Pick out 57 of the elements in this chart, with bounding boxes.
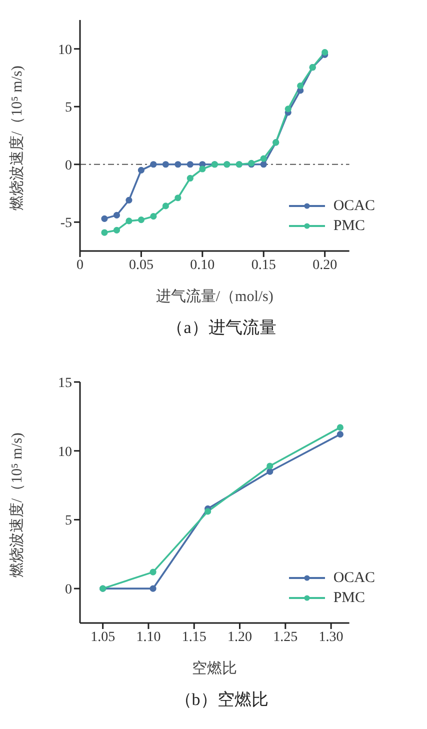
point — [199, 166, 206, 172]
point — [113, 226, 120, 234]
point — [101, 215, 108, 222]
legend-label: OCAC — [333, 198, 375, 214]
x-tick-label: 1.05 — [90, 630, 116, 645]
x-tick-label: 1.20 — [228, 630, 252, 645]
point — [150, 568, 156, 576]
x-tick-label: 1.15 — [182, 630, 206, 645]
y-tick-label: 15 — [58, 376, 72, 391]
x-tick-label: 1.10 — [136, 630, 161, 645]
x-tick-label: 0.05 — [128, 258, 154, 273]
x-tick-label: 0 — [76, 258, 84, 273]
legend-label: PMC — [333, 590, 365, 606]
point — [162, 202, 169, 210]
y-tick-label: 5 — [65, 100, 72, 116]
y-tick-label: 10 — [58, 444, 72, 460]
point — [260, 161, 267, 168]
point — [174, 161, 182, 168]
point — [162, 161, 169, 168]
text: （b）空燃比 — [174, 689, 270, 711]
x-tick-label: 0.15 — [251, 258, 276, 273]
y-tick-label: 5 — [65, 514, 72, 529]
point — [204, 508, 212, 515]
y-axis-title: 燃烧波速度/（10⁵ m/s) — [8, 66, 26, 210]
point — [150, 213, 157, 220]
point — [138, 166, 145, 174]
x-tick-label: 1.25 — [273, 630, 298, 645]
y-tick-label: 10 — [58, 42, 72, 58]
point — [101, 229, 108, 236]
point — [186, 161, 194, 168]
y-tick-label: 0 — [65, 158, 72, 174]
point — [150, 161, 157, 168]
point — [336, 431, 344, 438]
point — [186, 174, 194, 182]
point — [266, 468, 274, 475]
legend-label: OCAC — [333, 570, 375, 586]
legend-label: PMC — [333, 218, 365, 234]
point — [297, 82, 304, 90]
x-axis-title: 进气流量/（mol/s) — [156, 288, 274, 305]
text: （a）进气流量 — [166, 317, 278, 339]
x-axis-title: 空燃比 — [192, 660, 238, 677]
x-tick-label: 0.20 — [312, 258, 338, 273]
y-axis-title: 燃烧波速度/（10⁵ m/s) — [8, 432, 26, 578]
point — [266, 462, 274, 470]
y-tick-label: -5 — [60, 216, 72, 232]
point — [284, 106, 292, 112]
x-tick-label: 0.10 — [190, 258, 215, 273]
point — [126, 196, 132, 204]
point — [150, 585, 156, 592]
point — [260, 155, 267, 162]
point — [126, 218, 132, 224]
y-tick-label: 0 — [65, 582, 72, 598]
point — [138, 216, 145, 224]
point — [113, 212, 120, 218]
point — [336, 424, 344, 431]
x-tick-label: 1.30 — [318, 630, 344, 645]
point — [174, 194, 182, 202]
